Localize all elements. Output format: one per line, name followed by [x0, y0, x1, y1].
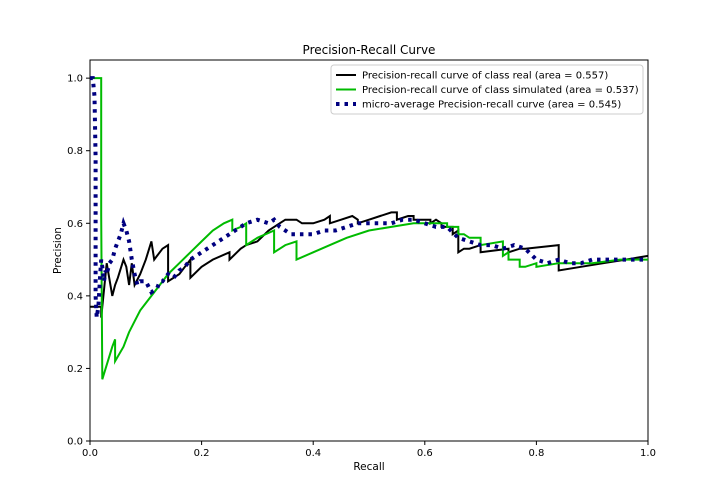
y-tick-label: 0.2	[67, 364, 83, 375]
y-axis-ticks: 0.0 0.2 0.4 0.6 0.8 1.0	[67, 74, 90, 448]
x-tick-label: 1.0	[640, 448, 656, 459]
plot-area: 0.0 0.2 0.4 0.6 0.8 1.0 0.0 0.2 0.4 0.6 0.8 1.0	[67, 59, 656, 459]
y-tick-label: 0.8	[67, 146, 83, 157]
x-tick-label: 0.8	[528, 448, 544, 459]
plot-frame	[89, 59, 649, 442]
legend-label-2: Precision-recall curve of class simulate…	[362, 85, 639, 96]
y-tick-label: 0.6	[67, 219, 83, 230]
series-line-2	[90, 77, 648, 380]
y-axis-label: Precision	[52, 227, 64, 274]
series-layer	[90, 76, 648, 380]
legend-label-1: Precision-recall curve of class real (ar…	[362, 71, 608, 82]
x-tick-label: 0.4	[305, 448, 321, 459]
legend: Precision-recall curve of class real (ar…	[330, 64, 644, 115]
legend-label-3: micro-average Precision-recall curve (ar…	[362, 100, 621, 111]
x-tick-label: 0.6	[417, 448, 433, 459]
chart-title: Precision-Recall Curve	[303, 43, 436, 57]
series-line-3	[90, 76, 648, 318]
series-line-1	[90, 211, 648, 318]
x-tick-label: 0.2	[194, 448, 210, 459]
y-tick-label: 1.0	[67, 74, 83, 85]
y-tick-label: 0.4	[67, 291, 83, 302]
x-axis-label: Recall	[353, 461, 384, 473]
y-tick-label: 0.0	[67, 437, 83, 448]
legend-box	[330, 64, 644, 115]
x-tick-label: 0.0	[82, 448, 98, 459]
x-axis-ticks: 0.0 0.2 0.4 0.6 0.8 1.0	[82, 441, 656, 459]
